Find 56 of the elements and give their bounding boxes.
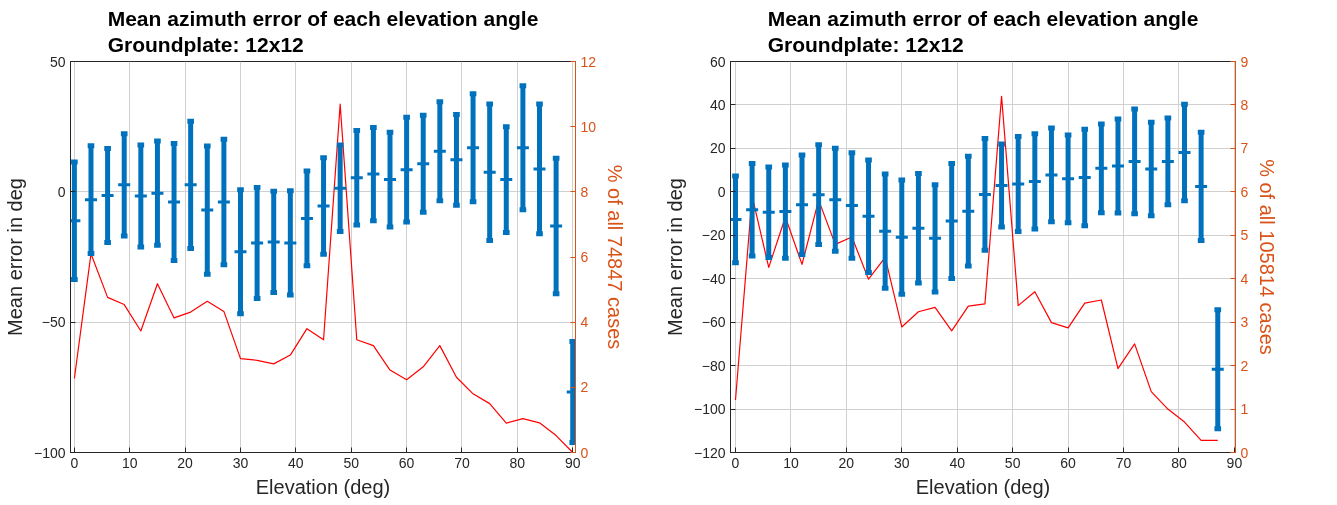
y2-axis-title: % of all 74847 cases [604, 164, 627, 350]
y-axis-title: Mean error in deg [663, 178, 686, 336]
y-axis-title: Mean error in deg [3, 178, 26, 336]
x-tick-label: 30 [894, 454, 910, 471]
x-tick-label: 50 [343, 454, 360, 471]
y2-tick-label: 10 [580, 118, 597, 135]
y-tick-label: 20 [709, 140, 726, 157]
y-tick-label: 40 [709, 96, 726, 113]
y-tick-label: −100 [33, 444, 66, 461]
x-axis-title: Elevation (deg) [255, 475, 391, 498]
y-tick-label: −20 [701, 227, 726, 244]
x-tick-label: 10 [121, 454, 138, 471]
x-tick-label: 80 [509, 454, 526, 471]
x-tick-label: 70 [454, 454, 470, 471]
x-tick-label: 60 [1060, 454, 1077, 471]
y2-tick-label: 3 [1240, 314, 1249, 331]
x-tick-label: 0 [70, 454, 79, 471]
y2-tick-label: 1 [1240, 401, 1249, 418]
y2-tick-label: 2 [1240, 357, 1249, 374]
y-tick-label: 50 [49, 53, 66, 70]
x-tick-label: 60 [398, 454, 415, 471]
x-tick-label: 0 [731, 454, 740, 471]
y2-axis-title: % of all 105814 cases [1256, 159, 1279, 355]
y2-tick-label: 4 [1240, 270, 1249, 287]
x-tick-label: 20 [177, 454, 194, 471]
y-tick-label: 0 [717, 183, 726, 200]
y-tick-label: −80 [701, 357, 726, 374]
x-tick-label: 40 [949, 454, 966, 471]
y2-tick-label: 12 [580, 53, 597, 70]
y-tick-label: −40 [701, 270, 726, 287]
y-tick-label: −100 [693, 401, 726, 418]
y2-tick-label: 5 [1240, 227, 1249, 244]
y2-tick-label: 4 [580, 314, 589, 331]
y-tick-label: −60 [701, 314, 726, 331]
y-tick-label: 0 [57, 183, 66, 200]
x-tick-label: 90 [564, 454, 581, 471]
x-tick-label: 30 [232, 454, 249, 471]
x-axis-title: Elevation (deg) [915, 475, 1051, 498]
y-tick-label: 60 [709, 53, 726, 70]
y-tick-label: −120 [693, 444, 726, 461]
y2-tick-label: 8 [580, 183, 589, 200]
y2-tick-label: 7 [1240, 140, 1249, 157]
y-tick-label: −50 [41, 314, 66, 331]
x-tick-label: 20 [838, 454, 855, 471]
chart-title: Mean azimuth error of each elevation angle Groundplate: 12x12 [107, 7, 539, 57]
x-tick-label: 40 [288, 454, 304, 471]
y2-tick-label: 2 [580, 379, 589, 396]
x-tick-label: 50 [1004, 454, 1021, 471]
y2-tick-label: 8 [1240, 96, 1249, 113]
chart-title: Mean azimuth error of each elevation angle Groundplate: 12x12 [767, 7, 1199, 57]
x-tick-label: 80 [1171, 454, 1187, 471]
x-tick-label: 70 [1115, 454, 1132, 471]
y2-tick-label: 6 [580, 249, 589, 265]
x-tick-label: 10 [783, 454, 799, 471]
y2-tick-label: 9 [1240, 53, 1249, 70]
y2-tick-label: 6 [1240, 183, 1249, 200]
